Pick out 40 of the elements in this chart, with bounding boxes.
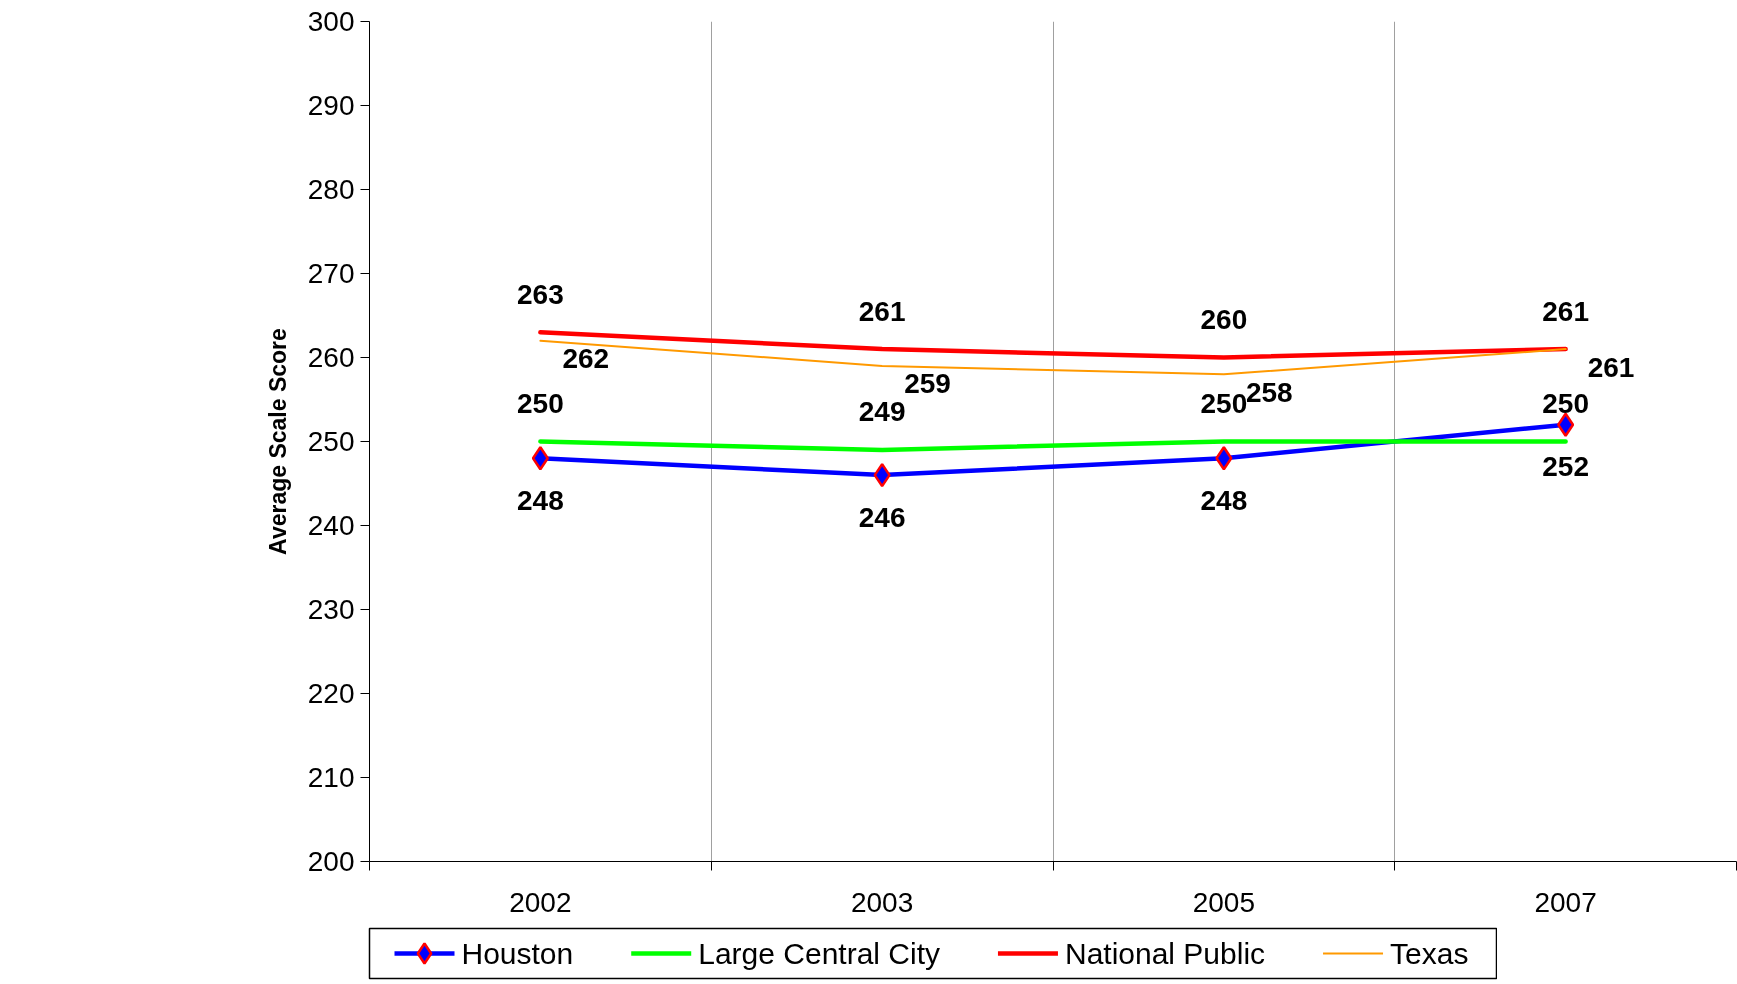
- data-label: 261: [1587, 351, 1635, 383]
- point: [1557, 412, 1575, 437]
- data-label: 260: [1200, 304, 1248, 335]
- data-label: 261: [858, 295, 906, 327]
- legend-label: National Public: [1064, 937, 1266, 970]
- y-tick-label: 280: [307, 174, 355, 205]
- data-label: 250: [1200, 388, 1248, 419]
- point: [1215, 446, 1233, 471]
- x-tick-label: 2007: [1534, 886, 1597, 918]
- y-tick-label: 220: [307, 678, 355, 709]
- data-label: 263: [517, 278, 564, 310]
- data-label: 246: [858, 501, 906, 533]
- data-label: 248: [1200, 484, 1248, 516]
- y-tick-label: 200: [307, 846, 355, 877]
- y-tick-label: 300: [307, 6, 355, 37]
- data-label: 262: [562, 343, 610, 375]
- legend-label: Large Central City: [698, 937, 940, 970]
- y-tick-label: 260: [307, 342, 355, 373]
- data-label: 249: [858, 396, 906, 428]
- data-label: 250: [1542, 388, 1589, 419]
- data-label: 250: [517, 388, 564, 419]
- point: [531, 446, 549, 471]
- x-tick-label: 2005: [1192, 886, 1256, 918]
- data-label: 258: [1245, 376, 1293, 408]
- data-label: 261: [1542, 295, 1589, 327]
- x-tick-label: 2003: [850, 886, 914, 918]
- legend-label: Texas: [1390, 937, 1469, 970]
- y-tick-label: 240: [307, 510, 355, 541]
- line-series: [539, 339, 1567, 376]
- y-tick-label: 230: [307, 594, 355, 625]
- y-tick-label: 210: [307, 762, 355, 793]
- x-tick-label: 2002: [509, 886, 572, 918]
- data-label: 248: [517, 484, 564, 516]
- data-label: 252: [1542, 451, 1589, 483]
- data-label: 259: [904, 368, 951, 400]
- y-tick-label: 290: [307, 90, 355, 121]
- y-axis-title: Average Scale Score: [264, 328, 291, 555]
- legend-label: Houston: [461, 937, 574, 970]
- y-tick-label: 270: [307, 258, 355, 289]
- y-tick-label: 250: [307, 426, 355, 457]
